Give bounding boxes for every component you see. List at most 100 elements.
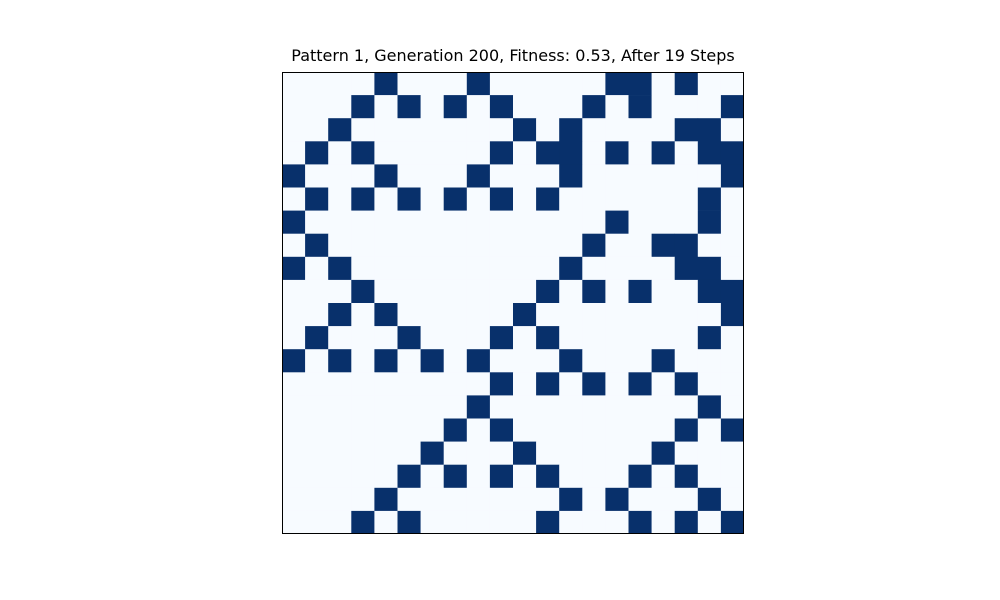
cell-on: [443, 95, 468, 119]
cell-on: [305, 233, 329, 258]
cell-off: [466, 95, 491, 119]
cell-off: [697, 95, 722, 119]
cell-off: [282, 141, 306, 165]
cell-off: [605, 164, 629, 188]
cell-off: [720, 441, 744, 465]
cell-off: [374, 441, 398, 465]
cell-off: [628, 164, 652, 188]
cell-off: [513, 279, 537, 304]
cell-off: [397, 233, 421, 258]
cell-off: [720, 487, 744, 512]
cell-on: [582, 279, 606, 304]
cell-on: [420, 349, 444, 373]
cell-off: [443, 441, 468, 465]
cell-off: [536, 395, 560, 419]
cell-off: [674, 441, 699, 465]
cell-on: [489, 141, 514, 165]
cell-off: [697, 510, 722, 534]
cell-on: [374, 303, 398, 327]
cell-off: [443, 72, 468, 96]
cell-off: [282, 303, 306, 327]
cell-off: [466, 118, 491, 142]
cell-off: [489, 395, 514, 419]
cell-on: [351, 95, 375, 119]
cell-off: [351, 372, 375, 396]
cell-on: [697, 326, 722, 350]
cell-on: [559, 164, 583, 188]
cell-on: [397, 187, 421, 211]
cell-on: [536, 141, 560, 165]
cell-off: [605, 395, 629, 419]
cell-off: [651, 464, 675, 489]
cell-off: [351, 441, 375, 465]
cell-off: [582, 441, 606, 465]
cell-off: [305, 118, 329, 142]
cell-off: [351, 164, 375, 188]
cell-on: [282, 164, 306, 188]
cell-off: [536, 349, 560, 373]
cell-off: [605, 326, 629, 350]
cell-off: [420, 303, 444, 327]
cell-on: [351, 141, 375, 165]
cell-off: [282, 72, 306, 96]
cell-off: [282, 487, 306, 512]
cell-off: [374, 279, 398, 304]
cell-off: [513, 487, 537, 512]
cell-on: [536, 464, 560, 489]
cell-off: [628, 441, 652, 465]
cell-off: [374, 326, 398, 350]
cell-off: [605, 441, 629, 465]
cell-off: [328, 210, 352, 234]
cell-off: [420, 372, 444, 396]
cell-off: [536, 233, 560, 258]
cell-on: [674, 372, 699, 396]
cell-off: [282, 118, 306, 142]
cell-off: [628, 141, 652, 165]
cell-on: [697, 279, 722, 304]
cell-off: [397, 256, 421, 281]
cell-off: [605, 418, 629, 442]
cell-off: [697, 303, 722, 327]
cell-off: [582, 187, 606, 211]
cell-off: [536, 164, 560, 188]
cell-on: [466, 164, 491, 188]
cell-off: [351, 118, 375, 142]
cell-on: [674, 72, 699, 96]
cell-on: [720, 418, 744, 442]
cell-off: [489, 164, 514, 188]
cell-off: [536, 72, 560, 96]
cell-off: [559, 72, 583, 96]
cell-off: [674, 164, 699, 188]
cell-off: [351, 233, 375, 258]
cell-off: [351, 464, 375, 489]
cell-off: [397, 164, 421, 188]
cell-on: [628, 510, 652, 534]
cell-off: [420, 256, 444, 281]
cell-off: [559, 279, 583, 304]
cell-on: [697, 118, 722, 142]
cell-off: [559, 372, 583, 396]
cell-off: [443, 326, 468, 350]
cell-on: [536, 510, 560, 534]
cell-off: [305, 164, 329, 188]
cell-off: [397, 395, 421, 419]
cell-on: [328, 118, 352, 142]
cell-off: [651, 187, 675, 211]
cell-off: [559, 464, 583, 489]
cell-off: [443, 256, 468, 281]
cell-on: [674, 418, 699, 442]
cell-off: [489, 303, 514, 327]
cell-off: [720, 210, 744, 234]
cell-off: [559, 233, 583, 258]
cell-off: [466, 464, 491, 489]
cell-on: [582, 372, 606, 396]
cell-off: [305, 72, 329, 96]
cell-on: [513, 303, 537, 327]
cell-on: [466, 72, 491, 96]
cell-off: [720, 233, 744, 258]
cell-off: [651, 279, 675, 304]
cell-off: [420, 210, 444, 234]
cell-off: [513, 164, 537, 188]
cellular-automaton-grid: [282, 72, 744, 534]
cell-off: [466, 372, 491, 396]
